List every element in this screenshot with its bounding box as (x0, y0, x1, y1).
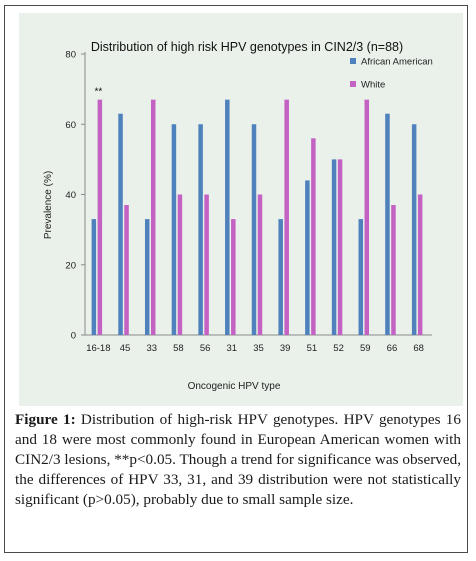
bars (91, 99, 423, 336)
bar-white-68 (417, 194, 423, 335)
x-tick-label: 58 (173, 343, 184, 354)
bar-white-58 (177, 194, 183, 335)
figure-caption: Figure 1: Distribution of high-risk HPV … (15, 410, 461, 510)
legend-label: African American (361, 57, 433, 68)
bar-white-31 (231, 219, 236, 335)
bar-white-45 (124, 205, 129, 335)
x-axis-label: Oncogenic HPV type (188, 381, 281, 392)
legend-swatch (350, 81, 356, 87)
bar-african-american-66 (385, 113, 390, 336)
bar-african-american-33 (144, 219, 150, 335)
y-axis-label: Prevalence (%) (43, 171, 54, 239)
x-tick-label: 52 (333, 343, 344, 354)
bar-white-16-18 (97, 99, 103, 335)
caption-text: Distribution of high-risk HPV genotypes.… (15, 411, 461, 508)
bar-white-33 (150, 99, 156, 335)
bar-white-39 (284, 99, 289, 335)
y-tick-label: 0 (71, 331, 76, 342)
bar-white-52 (337, 159, 343, 335)
bar-african-american-16-18 (91, 219, 97, 335)
y-tick-label: 20 (65, 260, 76, 271)
bar-african-american-52 (331, 159, 337, 335)
x-tick-label: 51 (307, 343, 318, 354)
axes (81, 52, 432, 336)
x-tick-label: 45 (120, 343, 131, 354)
x-tick-label: 59 (360, 343, 371, 354)
x-tick-label: 33 (146, 343, 157, 354)
figure-frame: Distribution of high risk HPV genotypes … (4, 5, 468, 553)
legend-swatch (350, 58, 356, 64)
legend-label: White (361, 80, 385, 91)
bar-african-american-51 (305, 180, 310, 335)
chart-area: Distribution of high risk HPV genotypes … (19, 13, 463, 406)
bar-white-66 (391, 205, 396, 335)
bar-white-59 (364, 99, 370, 335)
significance-marker: ** (94, 87, 102, 98)
bar-african-american-56 (198, 124, 203, 335)
bar-chart: Distribution of high risk HPV genotypes … (43, 40, 433, 392)
bar-african-american-59 (358, 219, 364, 335)
legend: African American White (350, 57, 433, 91)
bar-african-american-31 (225, 99, 230, 335)
x-tick-label: 56 (200, 343, 211, 354)
x-tick-label: 31 (227, 343, 238, 354)
bar-white-35 (257, 194, 263, 335)
y-tick-label: 80 (65, 50, 76, 61)
x-tick-label: 68 (413, 343, 424, 354)
bar-african-american-39 (278, 219, 283, 335)
x-tick-label: 39 (280, 343, 291, 354)
x-tick-label: 35 (253, 343, 264, 354)
bar-white-56 (204, 194, 209, 335)
annotations: ** (94, 87, 102, 98)
chart-title: Distribution of high risk HPV genotypes … (91, 40, 403, 54)
bar-african-american-35 (251, 124, 257, 335)
y-tick-label: 40 (65, 190, 76, 201)
bar-african-american-68 (411, 124, 417, 335)
bar-white-51 (311, 138, 316, 335)
x-tick-label: 16-18 (86, 343, 110, 354)
y-tick-label: 60 (65, 120, 76, 131)
bar-african-american-45 (118, 113, 123, 336)
tick-labels: 0 20 40 60 80 16-18 45 33 58 56 31 35 39 51 52 59 66 68 (65, 50, 424, 355)
x-tick-label: 66 (387, 343, 398, 354)
bar-african-american-58 (171, 124, 177, 335)
caption-label: Figure 1: (15, 411, 76, 428)
